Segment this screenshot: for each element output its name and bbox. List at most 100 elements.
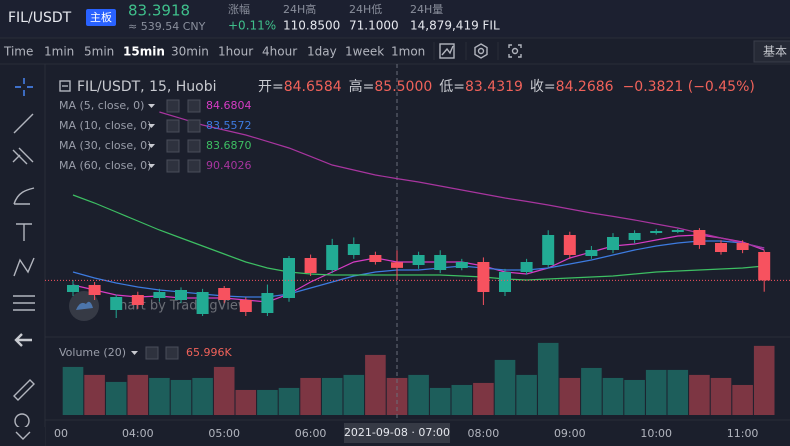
candle-body bbox=[369, 255, 382, 262]
candle-body bbox=[715, 243, 727, 252]
interval-button[interactable]: 15min bbox=[123, 45, 165, 59]
fib-tool[interactable] bbox=[12, 147, 34, 165]
toolbar-icons[interactable] bbox=[433, 42, 522, 60]
back-tool[interactable] bbox=[14, 333, 32, 347]
text-tool[interactable] bbox=[16, 223, 32, 241]
candle-body bbox=[628, 233, 641, 240]
stat-label: 24H低 bbox=[349, 3, 382, 16]
volume-bar bbox=[429, 387, 451, 415]
interval-button[interactable]: 1hour bbox=[218, 45, 253, 59]
board-badge bbox=[86, 9, 116, 26]
dropdown-arrow[interactable] bbox=[148, 164, 155, 168]
bar-style-icon[interactable] bbox=[439, 43, 455, 59]
interval-button[interactable]: 30min bbox=[171, 45, 209, 59]
interval-button[interactable]: 4hour bbox=[262, 45, 297, 59]
legend-icon[interactable] bbox=[145, 346, 159, 360]
volume-bar bbox=[62, 366, 84, 415]
volume-bar bbox=[537, 342, 559, 415]
crosshair-label-box bbox=[344, 423, 450, 443]
candle-body bbox=[758, 252, 771, 281]
bar-style-glyph bbox=[441, 45, 454, 56]
collapse-icon[interactable] bbox=[59, 80, 71, 92]
volume-bar bbox=[732, 384, 753, 415]
candle-body bbox=[650, 231, 663, 233]
candle-body bbox=[110, 297, 123, 310]
ma-name: MA (5, close, 0) bbox=[59, 99, 144, 112]
chart-title: FIL/USDT, 15, Huobi bbox=[77, 79, 217, 95]
volume-bar bbox=[581, 367, 602, 415]
volume-bar bbox=[602, 377, 624, 415]
candle-body bbox=[196, 292, 209, 314]
layout-button-label[interactable]: 基本 bbox=[763, 45, 787, 59]
crosshair-tool[interactable] bbox=[15, 78, 33, 96]
legend-icon[interactable] bbox=[166, 99, 180, 113]
interval-button[interactable]: 1day bbox=[307, 45, 337, 59]
interval-button[interactable]: Time bbox=[3, 45, 33, 59]
price-cny: ≈ 539.54 CNY bbox=[128, 20, 206, 33]
ohlc-value: 84.2686 bbox=[556, 79, 614, 95]
interval-button[interactable]: 5min bbox=[84, 45, 114, 59]
layout-button[interactable] bbox=[753, 40, 790, 63]
ohlc-label: 开= bbox=[258, 79, 284, 95]
time-label: 00 bbox=[54, 427, 68, 440]
expand-box[interactable] bbox=[0, 427, 45, 446]
candle-body bbox=[304, 258, 317, 273]
brush-tool[interactable] bbox=[13, 187, 35, 205]
ohlc-value: 85.5000 bbox=[374, 79, 432, 95]
candle-body bbox=[175, 290, 187, 300]
ohlc-label: 高= bbox=[349, 78, 375, 95]
volume-bar bbox=[753, 345, 775, 415]
candle-body bbox=[434, 255, 447, 270]
candle-body bbox=[499, 272, 511, 292]
stat-label: 24H量 bbox=[410, 3, 443, 16]
interval-button[interactable]: 1week bbox=[345, 45, 384, 59]
legend-icon[interactable] bbox=[166, 139, 180, 153]
pattern-tool[interactable] bbox=[13, 257, 35, 277]
ohlc-change: −0.3821 (−0.45%) bbox=[623, 79, 755, 95]
ma-value: 90.4026 bbox=[206, 159, 252, 172]
time-label: 11:00 bbox=[727, 427, 759, 440]
interval-button[interactable]: 1mon bbox=[391, 45, 425, 59]
volume-bar bbox=[516, 374, 537, 415]
candle-body bbox=[671, 230, 684, 232]
legend-icon[interactable] bbox=[187, 159, 201, 173]
interval-button[interactable]: 1min bbox=[44, 45, 74, 59]
candle-body bbox=[153, 292, 166, 298]
prediction-tool[interactable] bbox=[13, 295, 35, 311]
candle-body bbox=[347, 244, 360, 255]
volume-bar bbox=[689, 374, 710, 415]
volume-bar bbox=[321, 377, 343, 415]
watermark-text: Chart by TradingView bbox=[110, 299, 249, 314]
volume-bar bbox=[343, 374, 365, 415]
expand-chevron[interactable] bbox=[15, 431, 31, 440]
ma-name: MA (30, close, 0) bbox=[59, 139, 151, 152]
legend-icon[interactable] bbox=[165, 346, 179, 360]
symbol: FIL/USDT bbox=[8, 10, 72, 26]
trendline-tool[interactable] bbox=[13, 113, 34, 134]
indicators-icon[interactable] bbox=[474, 43, 488, 59]
drawing-tools[interactable] bbox=[0, 78, 45, 446]
legend-icon[interactable] bbox=[187, 139, 201, 153]
legend-icon[interactable] bbox=[166, 119, 180, 133]
ma-line bbox=[72, 240, 765, 298]
ma-line bbox=[159, 111, 765, 249]
legend-icon[interactable] bbox=[187, 99, 201, 113]
legend-icon[interactable] bbox=[187, 119, 201, 133]
volume-bar bbox=[667, 369, 689, 415]
candle-body bbox=[585, 250, 598, 256]
legend-icon[interactable] bbox=[166, 159, 180, 173]
ma-line bbox=[72, 194, 765, 281]
volume-bar bbox=[149, 377, 170, 415]
measure-tool[interactable] bbox=[13, 379, 35, 401]
dropdown-arrow[interactable] bbox=[131, 351, 138, 355]
stat-value: 14,879,419 FIL bbox=[410, 19, 500, 33]
time-label: 10:00 bbox=[640, 427, 672, 440]
candle-body bbox=[563, 235, 576, 255]
dropdown-arrow[interactable] bbox=[148, 144, 155, 148]
dropdown-arrow[interactable] bbox=[148, 104, 155, 108]
volume-bar bbox=[170, 379, 192, 415]
dropdown-arrow[interactable] bbox=[148, 124, 155, 128]
fullscreen-icon[interactable] bbox=[508, 44, 522, 58]
stat-value: 71.1000 bbox=[349, 19, 399, 33]
volume-bar bbox=[624, 379, 645, 415]
